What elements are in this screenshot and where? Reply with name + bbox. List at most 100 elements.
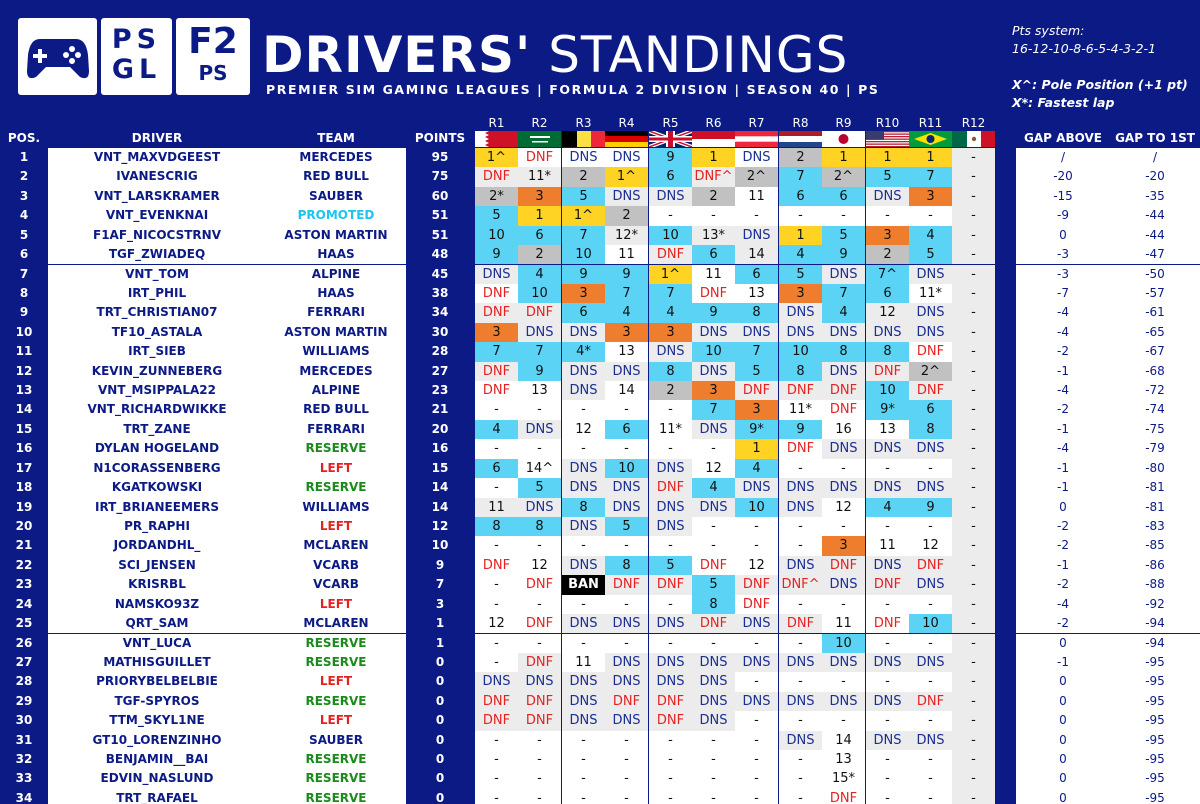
result-cell: 9 [605,264,648,284]
gap-above-cell: 0 [1016,672,1110,692]
result-cell: - [952,458,995,479]
gap-to-first-cell: -83 [1110,516,1200,537]
result-cell: - [649,633,692,653]
gap-to-first-cell: -61 [1110,303,1200,323]
team-cell: HAAS [266,283,406,304]
result-cell: DNF [475,381,518,401]
result-cell: DNS [562,361,605,381]
result-cell: DNS [866,652,909,673]
result-cell: - [518,633,561,653]
result-cell: 4 [692,478,735,498]
gap-above-cell: -15 [1016,186,1110,207]
result-cell: - [779,206,822,226]
team-cell: ASTON MARTIN [266,225,406,246]
result-cell: DNF [518,711,561,731]
result-cell: 13 [866,419,909,440]
position-cell: 21 [15,538,33,553]
result-cell: - [866,516,909,537]
driver-name-cell: BENJAMIN__BAI [48,750,266,770]
result-cell: 11 [822,614,865,634]
result-cell: 3 [605,322,648,343]
result-cell: 6 [649,167,692,187]
team-cell: MCLAREN [266,614,406,634]
table-row: 27 MATHISGUILLET RESERVE 0- DNF 11 DNS DNS DNS DN… [0,652,1200,673]
table-row: 5 F1AF_NICOCSTRNV ASTON MARTIN 51 10 6 7 12* 10 1… [0,225,1200,246]
result-cell: 8 [822,342,865,362]
gap-above-cell: -1 [1016,458,1110,479]
driver-name-cell: PRIORYBELBELBIE [48,672,266,692]
position-cell: 23 [15,577,33,592]
gap-above-cell: -2 [1016,342,1110,362]
result-cell: DNS [692,652,735,673]
gap-to-first-cell: -95 [1110,769,1200,789]
result-cell: DNF [518,691,561,712]
result-cell: - [779,711,822,731]
result-cell: DNS [779,691,822,712]
result-cell: DNF [822,400,865,420]
result-cell: 10 [866,381,909,401]
result-cell: DNS [475,264,518,284]
table-row: 29 TGF-SPYROS RESERVE 0 DNF DNF DNS DNF DNF DNS DN… [0,691,1200,712]
table-row: 17 N1CORASSENBERG LEFT 15 6 14^ DNS 10 DNS 12 4- - -… [0,458,1200,479]
result-cell: 7 [692,400,735,420]
driver-name-cell: JORDANDHL_ [48,536,266,556]
result-cell: - [866,711,909,731]
table-row: 25 QRT_SAM MCLAREN 1 12 DNF DNS DNS DNS DNF DNS DNF… [0,614,1200,634]
flag-usa-icon [866,131,909,147]
result-cell: 9 [692,303,735,323]
result-cell: DNF [649,575,692,595]
result-cell: - [822,672,865,692]
points-cell: 0 [435,693,445,708]
result-cell: - [605,769,648,789]
result-cell: 1 [692,148,735,168]
flag-japan-icon [822,131,865,147]
result-cell: DNF [822,788,865,804]
result-cell: - [952,536,995,556]
f2ps-logo-line2: PS [198,61,228,85]
result-cell: 1^ [562,206,605,226]
team-cell: RESERVE [266,788,406,804]
result-cell: - [952,361,995,381]
gap-to-first-cell: -74 [1110,400,1200,420]
result-cell: - [952,614,995,634]
result-cell: 12 [692,458,735,479]
result-cell: 7 [518,342,561,362]
table-row: 10 TF10_ASTALA ASTON MARTIN 30 3 DNS DNS 3 3 DNS D… [0,322,1200,343]
driver-name-cell: VNT_MSIPPALA22 [48,381,266,401]
result-cell: DNS [649,342,692,362]
points-cell: 48 [431,247,449,262]
driver-name-cell: VNT_EVENKNAI [48,206,266,226]
result-cell: DNS [909,575,952,595]
result-cell: DNF [649,711,692,731]
table-row: 30 TTM_SKYL1NE LEFT 0 DNF DNF DNS DNS DNF DNS - - - -… [0,711,1200,731]
team-cell: SAUBER [266,730,406,750]
result-cell: 8 [692,594,735,615]
result-cell: DNF [649,691,692,712]
result-cell: DNS [692,672,735,692]
result-cell: DNS [649,652,692,673]
result-cell: - [605,750,648,770]
gap-to-first-cell: -81 [1110,497,1200,517]
result-cell: 4 [909,225,952,246]
table-row: 19 IRT_BRIANEEMERS WILLIAMS 14 11 DNS 8 DNS DNS D… [0,497,1200,517]
result-cell: - [909,516,952,537]
flag-saudi-arabia-icon [518,131,561,147]
result-cell: DNS [822,439,865,459]
team-cell: RED BULL [266,167,406,187]
flag-brazil-icon [909,131,952,147]
round-header-12: R12 [961,116,986,130]
points-cell: 30 [431,324,449,339]
table-row: 6 TGF_ZWIADEQ HAAS 48 9 2 10 11 DNF 6 14 4 9 2 5- -3 -47 [0,245,1200,265]
result-cell: DNS [605,652,648,673]
result-cell: - [605,536,648,556]
points-cell: 1 [435,616,445,631]
result-cell: - [952,711,995,731]
result-cell: 12 [822,497,865,517]
result-cell: - [562,594,605,615]
result-cell: 1 [909,148,952,168]
result-cell: DNS [649,458,692,479]
result-cell: 6 [866,283,909,304]
gap-above-cell: -2 [1016,536,1110,556]
result-cell: 4 [649,303,692,323]
result-cell: DNS [866,186,909,207]
